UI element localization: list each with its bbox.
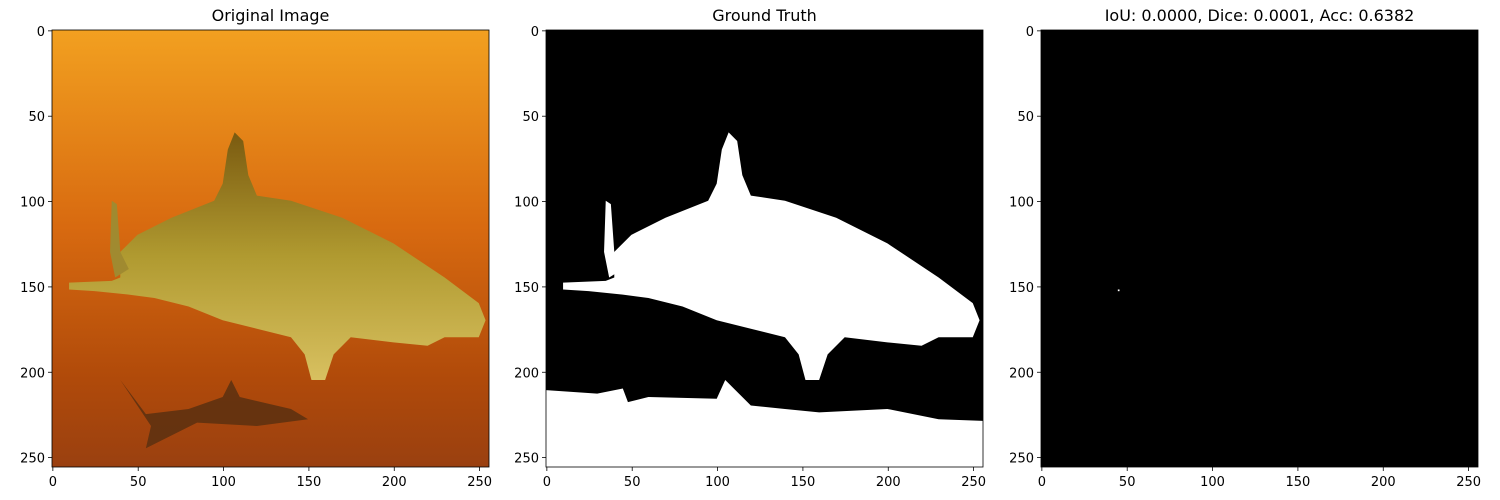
- y-tick-label: 50: [1017, 110, 1034, 125]
- x-tick-label: 0: [1038, 475, 1046, 490]
- prediction: [1041, 30, 1478, 467]
- x-tick-label: 0: [49, 475, 57, 490]
- y-tick-label: 200: [1009, 366, 1034, 381]
- y-tick-label: 100: [1009, 196, 1034, 211]
- y-tick-label: 200: [20, 366, 45, 381]
- x-tick-label: 50: [130, 475, 147, 490]
- x-tick-label: 200: [1371, 475, 1396, 490]
- photo: [52, 30, 489, 467]
- y-tick-label: 150: [1009, 281, 1034, 296]
- y-tick-label: 100: [20, 196, 45, 211]
- x-tick-label: 0: [543, 475, 551, 490]
- axes-frame: [1040, 29, 1479, 468]
- y-tick-label: 250: [1009, 452, 1034, 467]
- x-tick-label: 250: [961, 475, 986, 490]
- x-tick-label: 250: [1456, 475, 1481, 490]
- y-tick-label: 0: [1026, 25, 1034, 40]
- y-tick-label: 150: [514, 281, 539, 296]
- x-tick-label: 100: [705, 475, 730, 490]
- x-tick-label: 150: [1285, 475, 1310, 490]
- panel-title: IoU: 0.0000, Dice: 0.0001, Acc: 0.6382: [1105, 6, 1415, 25]
- panel-title: Original Image: [212, 6, 330, 25]
- y-tick-label: 0: [37, 25, 45, 40]
- x-tick-label: 200: [382, 475, 407, 490]
- x-tick-label: 150: [790, 475, 815, 490]
- x-tick-label: 150: [296, 475, 321, 490]
- y-tick-label: 250: [20, 452, 45, 467]
- x-tick-label: 50: [624, 475, 641, 490]
- y-tick-label: 200: [514, 366, 539, 381]
- y-tick-label: 150: [20, 281, 45, 296]
- x-tick-label: 50: [1119, 475, 1136, 490]
- x-tick-label: 250: [467, 475, 492, 490]
- y-tick-label: 50: [522, 110, 539, 125]
- y-tick-label: 0: [531, 25, 539, 40]
- panel-title: Ground Truth: [712, 6, 817, 25]
- x-tick-label: 200: [876, 475, 901, 490]
- x-tick-label: 100: [211, 475, 236, 490]
- y-tick-label: 50: [28, 110, 45, 125]
- mask: [546, 30, 983, 467]
- axes-frame: [545, 29, 984, 468]
- x-tick-label: 100: [1200, 475, 1225, 490]
- axes-frame: [51, 29, 490, 468]
- y-tick-label: 100: [514, 196, 539, 211]
- y-tick-label: 250: [514, 452, 539, 467]
